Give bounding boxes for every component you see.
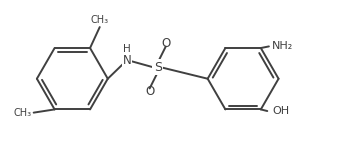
Text: N: N [123, 54, 131, 67]
Text: O: O [145, 85, 154, 98]
Text: O: O [161, 37, 170, 50]
Text: OH: OH [272, 106, 289, 116]
Text: S: S [154, 61, 162, 74]
Text: CH₃: CH₃ [14, 108, 32, 118]
Text: NH₂: NH₂ [272, 41, 293, 51]
Text: CH₃: CH₃ [91, 14, 109, 24]
Text: H: H [123, 44, 131, 54]
